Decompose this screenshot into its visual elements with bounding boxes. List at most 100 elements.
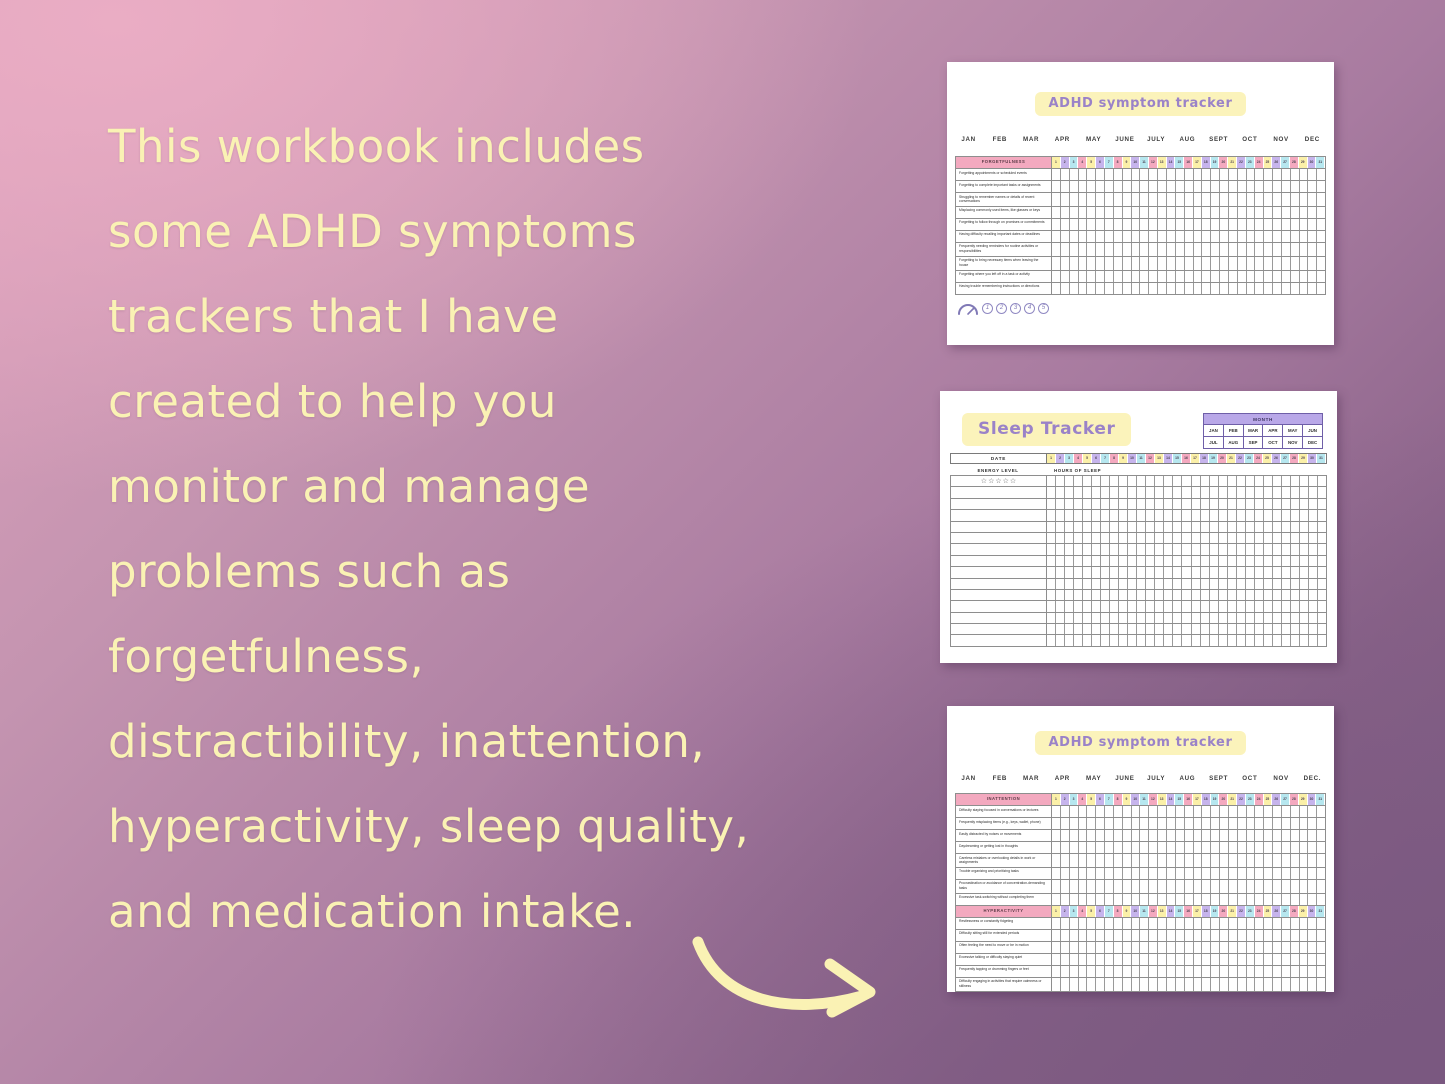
sleep-cell[interactable] <box>1237 532 1246 544</box>
tracker-cell[interactable] <box>1113 953 1123 965</box>
tracker-cell[interactable] <box>1211 218 1221 230</box>
hours-of-sleep-cells[interactable] <box>1047 498 1326 510</box>
tracker-cell[interactable] <box>1246 854 1256 867</box>
day-number-cell[interactable]: 5 <box>1087 794 1097 805</box>
sleep-cell[interactable] <box>1137 624 1147 635</box>
tracker-cell[interactable] <box>1220 230 1229 242</box>
sleep-cell[interactable] <box>1056 510 1066 521</box>
sleep-cell[interactable] <box>1128 578 1138 589</box>
tracker-cell[interactable] <box>1184 830 1194 841</box>
day-number-cell[interactable]: 4 <box>1078 794 1088 805</box>
tracker-cell[interactable] <box>1246 879 1256 893</box>
tracker-cell[interactable] <box>1290 242 1300 256</box>
sleep-cell[interactable] <box>1210 567 1219 578</box>
tracker-cell[interactable] <box>1113 867 1123 879</box>
tracker-cell[interactable] <box>1149 929 1159 941</box>
sleep-cell[interactable] <box>1318 522 1326 532</box>
tracker-cell[interactable] <box>1299 830 1309 841</box>
tracker-cell[interactable] <box>1193 818 1203 829</box>
sleep-cell[interactable] <box>1101 521 1111 532</box>
tracker-cell[interactable] <box>1308 218 1318 230</box>
tracker-cell[interactable] <box>1096 854 1106 867</box>
month-option[interactable]: FEB <box>1224 425 1244 436</box>
tracker-cell[interactable] <box>1211 941 1221 953</box>
sleep-cell[interactable] <box>1092 601 1102 612</box>
tracker-cell[interactable] <box>1140 282 1150 294</box>
sleep-grid[interactable]: ☆ ☆ ☆ ☆ ☆ <box>950 475 1327 647</box>
tracker-cell[interactable] <box>1175 893 1185 905</box>
day-number-cell[interactable]: 21 <box>1228 157 1238 168</box>
tracker-cell[interactable] <box>1299 854 1309 867</box>
sleep-cell[interactable] <box>1056 532 1066 544</box>
tracker-cell[interactable] <box>1255 181 1265 192</box>
tracker-cell[interactable] <box>1060 230 1070 242</box>
sleep-cell[interactable] <box>1110 624 1120 635</box>
tracker-cell[interactable] <box>1184 953 1194 965</box>
tracker-cell[interactable] <box>1202 242 1212 256</box>
sleep-cell[interactable] <box>1137 567 1147 578</box>
tracker-cell[interactable] <box>1122 193 1132 206</box>
sleep-cell[interactable] <box>1255 612 1264 624</box>
sleep-cell[interactable] <box>1065 567 1075 578</box>
tracker-cell[interactable] <box>1096 965 1106 977</box>
sleep-cell[interactable] <box>1237 498 1246 510</box>
sleep-cell[interactable] <box>1146 521 1156 532</box>
tracker-cell[interactable] <box>1166 806 1176 817</box>
day-number-cell[interactable]: 12 <box>1148 157 1158 168</box>
sleep-cell[interactable] <box>1146 555 1156 567</box>
tracker-cell[interactable] <box>1060 953 1070 965</box>
sleep-cell[interactable] <box>1309 612 1318 624</box>
sleep-cell[interactable] <box>1318 590 1326 600</box>
tracker-cell[interactable] <box>1105 181 1114 192</box>
tracker-cell[interactable] <box>1052 879 1061 893</box>
tracker-cell[interactable] <box>1175 218 1185 230</box>
tracker-cell[interactable] <box>1078 169 1088 180</box>
tracker-cell[interactable] <box>1122 242 1132 256</box>
sleep-cell[interactable] <box>1119 544 1129 555</box>
hours-of-sleep-cells[interactable] <box>1047 521 1326 532</box>
day-number-cell[interactable]: 30 <box>1307 794 1317 805</box>
tracker-cell[interactable] <box>1122 256 1132 270</box>
tracker-cell[interactable] <box>1166 929 1176 941</box>
tracker-cell[interactable] <box>1228 818 1238 829</box>
sleep-cell[interactable] <box>1192 578 1201 589</box>
hours-of-sleep-cells[interactable] <box>1047 635 1326 646</box>
tracker-cell[interactable] <box>1246 965 1256 977</box>
tracker-cell[interactable] <box>1220 282 1229 294</box>
tracker-cell[interactable] <box>1140 256 1150 270</box>
sleep-cell[interactable] <box>1092 487 1102 498</box>
sleep-row[interactable] <box>951 521 1326 533</box>
tracker-cell[interactable] <box>1264 965 1274 977</box>
tracker-cell[interactable] <box>1211 169 1221 180</box>
tracker-cell[interactable] <box>1281 242 1291 256</box>
symptom-row[interactable]: Difficulty engaging in activities that r… <box>956 977 1326 992</box>
tracker-cell[interactable] <box>1105 806 1114 817</box>
tracker-cell[interactable] <box>1158 181 1167 192</box>
sleep-cell[interactable] <box>1182 624 1192 635</box>
date-strip[interactable]: DATE 1 2 3 4 5 6 7 8 9 10 11 12 13 14 15 16 17 18 19 20 21 22… <box>950 453 1327 464</box>
tracker-cell[interactable] <box>1237 230 1247 242</box>
date-number-cell[interactable]: 27 <box>1281 454 1290 463</box>
sleep-cell[interactable] <box>1083 567 1093 578</box>
day-number-cell[interactable]: 3 <box>1069 905 1079 917</box>
sleep-cell[interactable] <box>1056 555 1066 567</box>
tracker-cell[interactable] <box>1220 917 1229 929</box>
day-number-cell[interactable]: 17 <box>1193 905 1202 917</box>
sleep-cell[interactable] <box>1047 532 1057 544</box>
date-number-cell[interactable]: 31 <box>1317 454 1326 463</box>
day-number-cell[interactable]: 23 <box>1245 157 1255 168</box>
sleep-cell[interactable] <box>1119 624 1129 635</box>
tracker-cell[interactable] <box>1149 270 1159 282</box>
sleep-cell[interactable] <box>1210 487 1219 498</box>
day-number-cell[interactable]: 19 <box>1210 157 1220 168</box>
sleep-cell[interactable] <box>1164 555 1174 567</box>
tracker-cell[interactable] <box>1246 181 1256 192</box>
tracker-cell[interactable] <box>1122 965 1132 977</box>
sleep-cell[interactable] <box>1318 635 1326 645</box>
sleep-cell[interactable] <box>1201 510 1210 521</box>
tracker-cell[interactable] <box>1052 830 1061 841</box>
date-number-cell[interactable]: 10 <box>1128 454 1137 463</box>
day-number-cell[interactable]: 23 <box>1245 905 1255 917</box>
tracker-cell[interactable] <box>1237 893 1247 905</box>
tracker-cell[interactable] <box>1096 218 1106 230</box>
